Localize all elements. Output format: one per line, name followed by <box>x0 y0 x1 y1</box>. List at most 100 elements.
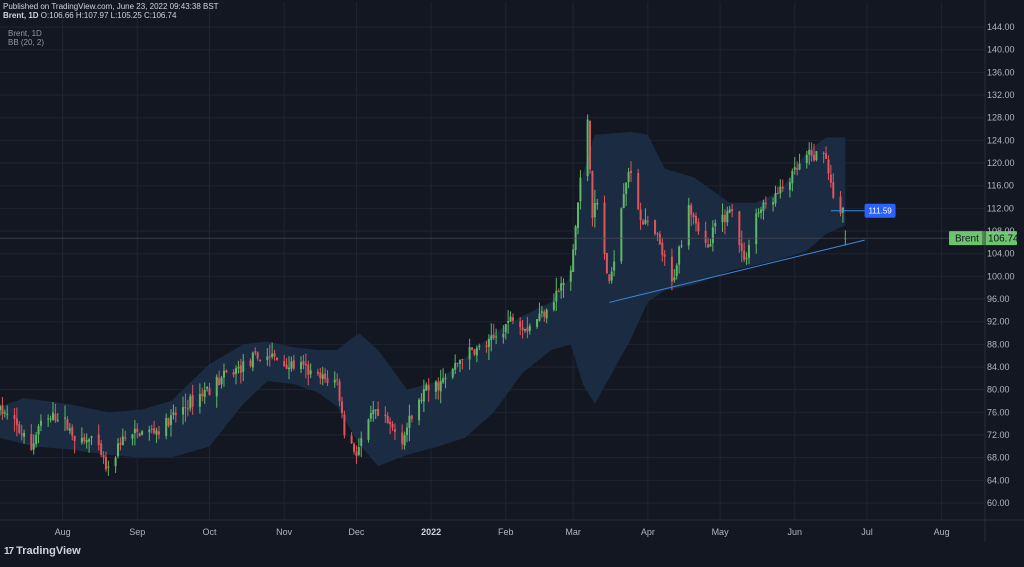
candle-body <box>825 153 828 159</box>
x-tick-label: Jul <box>861 527 873 537</box>
candle-body <box>629 170 632 173</box>
y-tick-label: 68.00 <box>987 453 1010 463</box>
candle-body <box>675 265 678 277</box>
candle-body <box>610 271 613 281</box>
candle-body <box>620 208 623 262</box>
legend-indicator[interactable]: BB (20, 2) <box>8 38 45 47</box>
candle-body <box>206 387 209 389</box>
y-tick-label: 132.00 <box>987 90 1015 100</box>
candle-body <box>637 172 640 210</box>
candle-body <box>148 429 151 433</box>
candle-body <box>114 457 117 467</box>
candle-body <box>492 334 495 338</box>
candle-body <box>410 415 413 419</box>
candle-body <box>336 379 339 381</box>
candle-body <box>104 456 107 470</box>
x-tick-label: Jun <box>787 527 802 537</box>
candle-body <box>88 439 91 442</box>
candle-body <box>418 399 421 421</box>
candle-body <box>316 371 319 374</box>
x-tick-label: 2022 <box>421 527 441 537</box>
candle-body <box>71 427 74 436</box>
candle-body <box>155 430 158 435</box>
candle-body <box>3 412 6 414</box>
y-tick-label: 80.00 <box>987 385 1010 395</box>
candle-body <box>579 177 582 202</box>
candle-body <box>670 256 673 282</box>
candle-body <box>613 261 616 271</box>
candle-body <box>755 213 758 245</box>
candle-body <box>791 170 794 184</box>
candle-body <box>302 361 305 365</box>
candle-body <box>704 230 707 243</box>
candle-body <box>13 415 16 419</box>
y-tick-label: 144.00 <box>987 22 1015 32</box>
candle-body <box>133 428 136 433</box>
candle-body <box>552 302 555 310</box>
candle-body <box>102 454 105 458</box>
candle-body <box>232 371 235 375</box>
candle-body <box>839 196 842 214</box>
candle-body <box>796 168 799 170</box>
y-tick-label: 140.00 <box>987 45 1015 55</box>
y-tick-label: 64.00 <box>987 475 1010 485</box>
candle-body <box>764 202 767 205</box>
candle-body <box>504 324 507 333</box>
candle-body <box>726 210 729 223</box>
y-tick-label: 112.00 <box>987 203 1014 213</box>
y-tick-label: 108.00 <box>987 226 1015 236</box>
candle-body <box>307 364 310 375</box>
candle-body <box>776 193 779 195</box>
candle-body <box>680 245 683 247</box>
candle-body <box>593 203 596 218</box>
candle-body <box>35 434 38 445</box>
candle-body <box>471 347 474 350</box>
candle-body <box>586 119 589 177</box>
candle-body <box>389 421 392 425</box>
candle-body <box>605 252 608 274</box>
y-tick-label: 76.00 <box>987 407 1010 417</box>
horizontal-level-label: 111.59 <box>868 207 892 216</box>
candle-body <box>540 311 543 313</box>
candle-body <box>184 407 187 409</box>
candle-body <box>772 202 775 205</box>
candle-body <box>779 186 782 194</box>
candle-body <box>740 243 743 251</box>
current-price-value: 106.74 <box>988 234 1019 245</box>
candle-body <box>829 174 832 183</box>
candle-body <box>367 419 370 440</box>
candle-body <box>509 316 512 322</box>
candle-body <box>153 428 156 434</box>
candle-body <box>810 150 813 156</box>
candle-body <box>215 376 218 397</box>
candle-body <box>427 385 430 391</box>
candle-body <box>723 214 726 222</box>
candle-body <box>451 369 454 378</box>
bollinger-band-fill <box>0 131 846 467</box>
candle-body <box>832 182 835 198</box>
candle-body <box>208 388 211 396</box>
candle-body <box>468 347 471 360</box>
candle-body <box>338 381 341 401</box>
candle-body <box>709 244 712 247</box>
candle-body <box>292 360 295 369</box>
legend-symbol[interactable]: Brent, 1D <box>8 29 42 38</box>
candle-body <box>326 378 329 383</box>
candle-body <box>198 394 201 407</box>
tradingview-logo[interactable]: 17 TradingView <box>4 545 81 557</box>
candle-body <box>85 440 88 443</box>
candle-body <box>165 417 168 436</box>
y-tick-label: 96.00 <box>987 294 1010 304</box>
y-tick-label: 116.00 <box>987 181 1014 191</box>
candle-body <box>844 238 847 240</box>
candle-body <box>391 423 394 428</box>
y-tick-label: 72.00 <box>987 430 1010 440</box>
candle-body <box>15 418 18 426</box>
candle-body <box>495 336 498 338</box>
current-price-symbol: Brent <box>955 234 979 245</box>
candle-body <box>555 290 558 302</box>
candle-body <box>721 214 724 223</box>
candle-body <box>490 335 493 340</box>
